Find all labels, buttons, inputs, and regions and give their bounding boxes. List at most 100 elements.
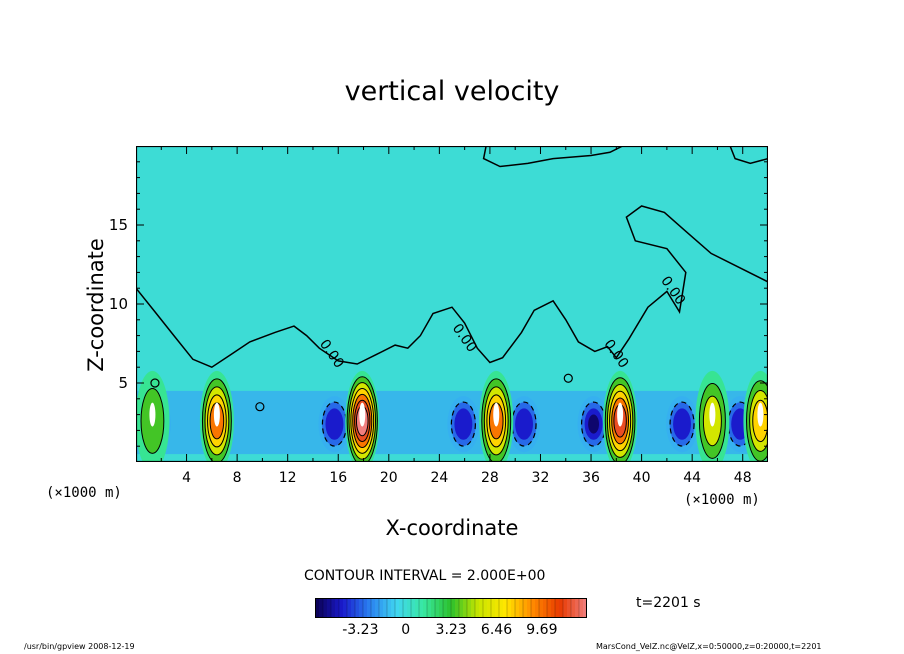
colorbar-cell [407,598,412,618]
contour-interval-label: CONTOUR INTERVAL = 2.000E+00 [304,568,546,584]
colorbar-cell [479,598,484,618]
y-tick-label: 15 [108,216,128,234]
colorbar-cell [539,598,544,618]
time-label: t=2201 s [636,595,701,611]
zero-contour-line [136,205,768,369]
colorbar-cell [579,598,584,618]
updraft-core [213,402,220,427]
colorbar-cell [459,598,464,618]
colorbar-cell [331,598,336,618]
colorbar-cell [515,598,520,618]
colorbar-cell [343,598,348,618]
small-contour [150,378,160,388]
colorbar-cell [347,598,352,618]
colorbar-cell [531,598,536,618]
colorbar-cell [451,598,456,618]
colorbar-cell [555,598,560,618]
colorbar-cell [351,598,356,618]
colorbar-cell [543,598,548,618]
colorbar-cell [435,598,440,618]
updraft-core [709,402,716,427]
colorbar-cell [431,598,436,618]
colorbar-cell [359,598,364,618]
upper-contour-line [482,146,623,168]
x-tick-label: 8 [232,470,242,486]
updraft-core [493,402,500,427]
colorbar-cell [575,598,580,618]
colorbar-cell [567,598,572,618]
x-unit-label-left: (×1000 m) [46,485,122,501]
small-contour [563,373,573,383]
colorbar-cell [507,598,512,618]
colorbar-cell [383,598,388,618]
x-tick-label: 20 [379,470,398,486]
colorbar-cell [423,598,428,618]
x-tick-label: 24 [430,470,449,486]
colorbar-cell [323,598,328,618]
updraft-core [617,402,624,427]
y-tick-label: 5 [118,374,128,392]
colorbar-cell [403,598,408,618]
colorbar-cell [443,598,448,618]
colorbar-cell [475,598,480,618]
y-tick-label: 10 [108,295,128,313]
colorbar-tick-label: -3.23 [342,622,379,638]
colorbar-cell [327,598,332,618]
x-unit-label-right: (×1000 m) [684,492,760,508]
colorbar-cell [379,598,384,618]
colorbar-cell [419,598,424,618]
colorbar-cell [415,598,420,618]
colorbar-cell [439,598,444,618]
colorbar-cell [447,598,452,618]
downdraft-contour [454,408,473,440]
colorbar-cell [483,598,488,618]
colorbar-cell [427,598,432,618]
colorbar-cell [471,598,476,618]
colorbar-cell [559,598,564,618]
colorbar [315,598,587,618]
x-tick-label: 28 [480,470,499,486]
colorbar-cell [363,598,368,618]
downdraft-dashed-contour [450,401,476,447]
updraft-core [149,402,156,427]
footer-right: MarsCond_VelZ.nc@VelZ,x=0:50000,z=0:2000… [596,642,822,651]
colorbar-cell [411,598,416,618]
colorbar-tick-label: 0 [401,622,411,638]
downdraft-contour [325,408,344,440]
colorbar-cell [467,598,472,618]
colorbar-cell [535,598,540,618]
x-tick-label: 36 [582,470,600,486]
footer-left: /usr/bin/gpview 2008-12-19 [24,642,135,651]
colorbar-cell [335,598,340,618]
downdraft-contour [673,408,692,440]
colorbar-cell [499,598,504,618]
colorbar-cell [387,598,392,618]
downdraft-contour [515,408,534,440]
x-tick-label: 32 [531,470,550,486]
upper-contour-line [729,146,768,165]
colorbar-cell [511,598,516,618]
plot-area: 0.00 0.00 0.000.00 [136,146,768,462]
colorbar-cell [527,598,532,618]
colorbar-cell [563,598,568,618]
colorbar-cell [519,598,524,618]
downdraft-dashed-contour [669,401,695,447]
colorbar-cell [367,598,372,618]
colorbar-cell [315,598,320,618]
updraft-core [359,402,366,427]
x-tick-label: 44 [683,470,702,486]
colorbar-cell [487,598,492,618]
colorbar-cell [463,598,468,618]
x-tick-label: 48 [733,470,752,486]
colorbar-cell [319,598,324,618]
colorbar-frame [315,598,587,618]
colorbar-cell [395,598,400,618]
colorbar-cell [503,598,508,618]
colorbar-cell [495,598,500,618]
colorbar-cell [339,598,344,618]
colorbar-cell [455,598,460,618]
colorbar-cell [583,598,587,618]
x-tick-label: 4 [182,470,192,486]
colorbar-cell [391,598,396,618]
colorbar-cell [491,598,496,618]
